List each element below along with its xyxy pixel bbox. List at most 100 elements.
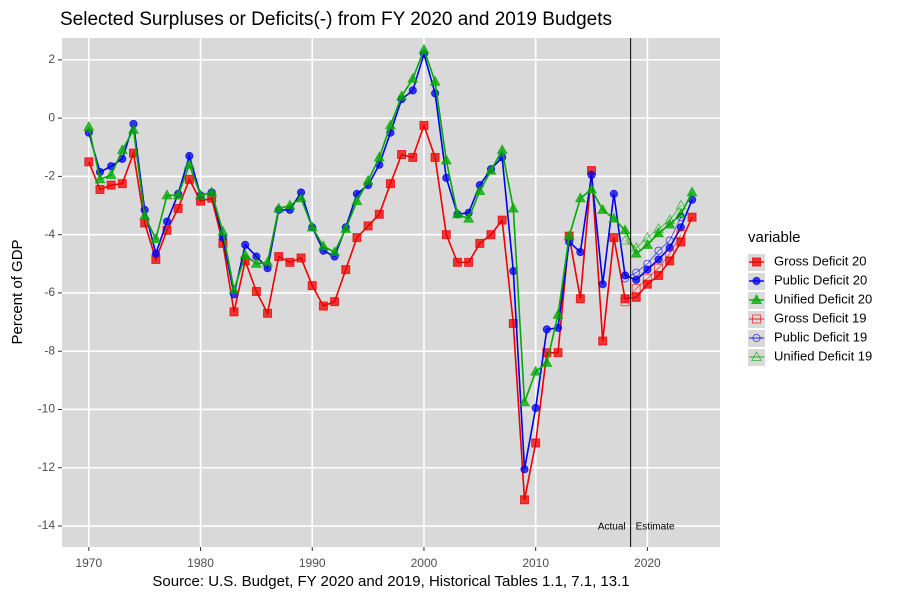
- marker: [665, 256, 675, 266]
- marker: [151, 249, 160, 258]
- marker: [597, 203, 609, 214]
- marker: [352, 233, 362, 243]
- marker: [608, 212, 620, 223]
- legend-title: variable: [748, 229, 801, 246]
- marker: [106, 180, 116, 190]
- marker: [363, 221, 373, 231]
- marker: [440, 154, 452, 165]
- legend-label: Gross Deficit 20: [774, 253, 866, 268]
- y-tick-label: 2: [48, 52, 55, 66]
- marker: [665, 249, 675, 259]
- marker: [373, 151, 385, 162]
- marker: [530, 365, 542, 376]
- marker: [317, 240, 329, 251]
- marker: [273, 202, 285, 213]
- annotation: Actual: [598, 522, 626, 533]
- marker: [251, 286, 261, 296]
- y-tick-label: -10: [38, 402, 56, 416]
- marker: [486, 230, 496, 240]
- marker: [675, 199, 687, 210]
- marker: [185, 151, 194, 161]
- marker: [665, 236, 674, 245]
- marker: [598, 280, 607, 289]
- marker: [206, 186, 218, 197]
- y-tick-label: -2: [44, 169, 55, 183]
- marker: [161, 189, 173, 200]
- marker: [576, 248, 585, 257]
- marker: [241, 240, 250, 249]
- marker: [396, 90, 408, 101]
- marker: [620, 297, 630, 307]
- marker: [619, 234, 631, 245]
- marker: [643, 259, 652, 268]
- marker: [574, 192, 586, 203]
- marker: [374, 209, 384, 219]
- marker: [642, 279, 652, 289]
- marker: [94, 173, 106, 184]
- marker: [630, 247, 642, 258]
- marker: [362, 174, 374, 185]
- marker: [507, 202, 519, 213]
- marker: [653, 222, 665, 233]
- marker: [654, 270, 664, 280]
- x-tick-label: 1990: [299, 556, 326, 570]
- marker: [194, 189, 207, 200]
- marker: [284, 199, 296, 210]
- marker: [139, 209, 151, 220]
- marker: [418, 43, 430, 54]
- marker: [341, 265, 351, 275]
- marker: [687, 212, 697, 222]
- marker: [463, 212, 475, 223]
- marker: [150, 233, 162, 244]
- marker: [117, 179, 127, 189]
- marker: [474, 184, 486, 195]
- legend-marker: [752, 314, 761, 324]
- marker: [173, 203, 183, 213]
- legend-label: Gross Deficit 19: [774, 310, 866, 325]
- marker: [686, 186, 698, 197]
- marker: [518, 396, 531, 407]
- marker: [183, 158, 195, 169]
- marker: [285, 257, 295, 267]
- marker: [531, 403, 540, 413]
- y-tick-label: -12: [38, 460, 56, 474]
- y-tick-label: -8: [44, 343, 55, 357]
- marker: [419, 120, 429, 130]
- marker: [542, 325, 551, 334]
- marker: [563, 230, 575, 241]
- marker: [441, 230, 451, 240]
- y-tick-label: -6: [44, 285, 55, 299]
- marker: [509, 266, 518, 276]
- series-line: [624, 234, 682, 303]
- marker: [307, 281, 317, 291]
- legend-label: Public Deficit 19: [774, 329, 867, 344]
- marker: [229, 307, 239, 317]
- marker: [631, 284, 641, 294]
- marker: [116, 144, 128, 155]
- marker: [296, 253, 306, 263]
- marker: [408, 86, 417, 95]
- marker: [676, 213, 685, 222]
- marker: [351, 195, 363, 206]
- x-tick-label: 2020: [634, 556, 661, 570]
- marker: [632, 275, 641, 284]
- marker: [654, 263, 664, 273]
- marker: [654, 246, 663, 255]
- marker: [228, 283, 240, 295]
- marker: [105, 168, 117, 179]
- marker: [643, 265, 652, 274]
- marker: [430, 152, 440, 162]
- legend-label: Unified Deficit 20: [774, 291, 872, 306]
- marker: [464, 257, 474, 267]
- marker: [598, 336, 608, 346]
- marker: [587, 170, 596, 180]
- marker: [217, 225, 229, 236]
- marker: [127, 123, 140, 134]
- marker: [408, 152, 418, 162]
- marker: [585, 183, 598, 194]
- marker: [496, 144, 508, 155]
- marker: [519, 495, 529, 505]
- marker: [630, 241, 642, 252]
- marker: [340, 222, 352, 233]
